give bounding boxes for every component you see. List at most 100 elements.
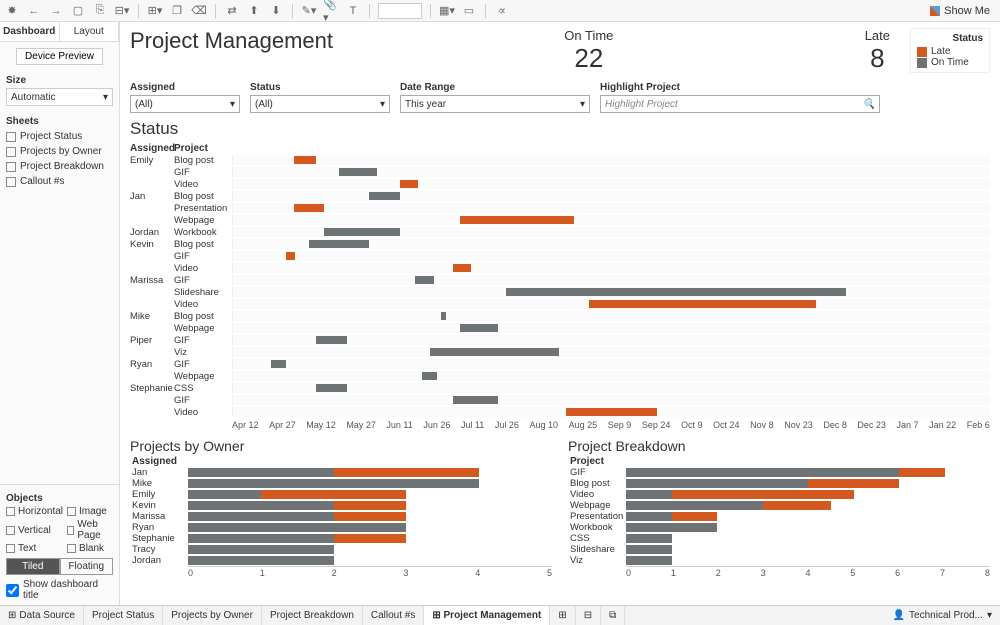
new-story-icon[interactable]: ⧉ [601,606,625,625]
sheet-tab[interactable]: Project Breakdown [262,606,363,625]
gantt-row[interactable]: GIF [130,250,990,262]
sort-asc-icon[interactable]: ⬆ [246,3,262,19]
clear-icon[interactable]: ⌫ [191,3,207,19]
sheet-tab[interactable]: ⊞ Project Management [424,606,550,625]
show-me-button[interactable]: Show Me [924,5,996,17]
highlight-filter[interactable]: Highlight Project🔍 [600,95,880,113]
projects-by-owner-chart: Projects by Owner Assigned JanMikeEmilyK… [130,438,552,578]
gantt-row[interactable]: PiperGIF [130,334,990,346]
gantt-row[interactable]: KevinBlog post [130,238,990,250]
sort-desc-icon[interactable]: ⬇ [268,3,284,19]
presentation-icon[interactable]: ▭ [461,3,477,19]
object-item[interactable]: Vertical [6,519,63,541]
new-worksheet-icon[interactable]: ⊞ [550,606,575,625]
highlight-icon[interactable]: ✎▾ [301,3,317,19]
object-item[interactable]: Horizontal [6,506,63,517]
bar-row[interactable]: Kevin [130,500,552,511]
bar-row[interactable]: Stephanie [130,533,552,544]
logo-icon[interactable]: ✸ [4,3,20,19]
gantt-row[interactable]: EmilyBlog post [130,154,990,166]
user-menu[interactable]: 👤 Technical Prod... ▾ [885,610,1000,621]
object-item[interactable]: Web Page [67,519,113,541]
sheet-item[interactable]: Project Breakdown [4,159,115,174]
sheet-tab[interactable]: Callout #s [363,606,424,625]
save-icon[interactable]: ▢ [70,3,86,19]
floating-button[interactable]: Floating [60,558,114,575]
group-icon[interactable]: 📎▾ [323,3,339,19]
share-icon[interactable]: ∝ [494,3,510,19]
gantt-row[interactable]: Video [130,406,990,418]
bar-row[interactable]: CSS [568,533,990,544]
assigned-filter[interactable]: (All)▾ [130,95,240,113]
gantt-row[interactable]: GIF [130,394,990,406]
gantt-row[interactable]: MikeBlog post [130,310,990,322]
page-title: Project Management [130,28,333,54]
size-label: Size [0,71,119,88]
gantt-row[interactable]: Presentation [130,202,990,214]
tab-layout[interactable]: Layout [60,22,120,41]
bar-row[interactable]: Mike [130,478,552,489]
bar-row[interactable]: Viz [568,555,990,566]
sheets-label: Sheets [0,112,119,129]
bar-row[interactable]: Jan [130,467,552,478]
project-breakdown-chart: Project Breakdown Project GIFBlog postVi… [568,438,990,578]
sheet-item[interactable]: Callout #s [4,174,115,189]
tiled-button[interactable]: Tiled [6,558,60,575]
gantt-row[interactable]: JanBlog post [130,190,990,202]
size-select[interactable]: Automatic▾ [6,88,113,106]
sheet-item[interactable]: Projects by Owner [4,144,115,159]
bottom-tabs: ⊞ Data Source Project StatusProjects by … [0,605,1000,625]
gantt-row[interactable]: Slideshare [130,286,990,298]
labels-icon[interactable]: T [345,3,361,19]
object-item[interactable]: Image [67,506,113,517]
back-icon[interactable]: ← [26,3,42,19]
bar-row[interactable]: Video [568,489,990,500]
swap-icon[interactable]: ⇄ [224,3,240,19]
object-item[interactable]: Text [6,543,63,554]
bar-row[interactable]: Ryan [130,522,552,533]
gantt-row[interactable]: Webpage [130,322,990,334]
tab-dashboard[interactable]: Dashboard [0,22,60,41]
gantt-row[interactable]: Video [130,262,990,274]
sheet-tab[interactable]: Project Status [84,606,163,625]
bar-row[interactable]: Slideshare [568,544,990,555]
bar-row[interactable]: Emily [130,489,552,500]
bar-row[interactable]: Tracy [130,544,552,555]
show-title-checkbox[interactable]: Show dashboard title [6,579,113,601]
show-me-label: Show Me [944,5,990,17]
new-dashboard-icon[interactable]: ⊟ [576,606,601,625]
fit-dropdown[interactable] [378,3,422,19]
gantt-row[interactable]: RyanGIF [130,358,990,370]
object-item[interactable]: Blank [67,543,113,554]
gantt-row[interactable]: Video [130,178,990,190]
duplicate-icon[interactable]: ❐ [169,3,185,19]
sheet-tab[interactable]: Projects by Owner [163,606,262,625]
device-preview-button[interactable]: Device Preview [16,48,103,65]
gantt-row[interactable]: Webpage [130,370,990,382]
bar-row[interactable]: Webpage [568,500,990,511]
gantt-row[interactable]: Viz [130,346,990,358]
bar-row[interactable]: Blog post [568,478,990,489]
bar-row[interactable]: Workbook [568,522,990,533]
gantt-row[interactable]: Video [130,298,990,310]
dashboard-canvas: Project Management On Time 22 Late 8 Sta… [120,22,1000,605]
gantt-row[interactable]: GIF [130,166,990,178]
bar-row[interactable]: GIF [568,467,990,478]
forward-icon[interactable]: → [48,3,64,19]
gantt-row[interactable]: Webpage [130,214,990,226]
sheet-item[interactable]: Project Status [4,129,115,144]
gantt-row[interactable]: MarissaGIF [130,274,990,286]
bar-row[interactable]: Presentation [568,511,990,522]
gantt-row[interactable]: StephanieCSS [130,382,990,394]
gantt-row[interactable]: JordanWorkbook [130,226,990,238]
bar-row[interactable]: Marissa [130,511,552,522]
data-source-tab[interactable]: ⊞ Data Source [0,606,84,625]
new-ws-icon[interactable]: ⊞▾ [147,3,163,19]
add-sheet-icon[interactable]: ⊟▾ [114,3,130,19]
new-data-icon[interactable]: ⎘ [92,3,108,19]
kpi-ontime: On Time 22 [544,28,633,74]
status-filter[interactable]: (All)▾ [250,95,390,113]
date-filter[interactable]: This year▾ [400,95,590,113]
cards-icon[interactable]: ▦▾ [439,3,455,19]
bar-row[interactable]: Jordan [130,555,552,566]
